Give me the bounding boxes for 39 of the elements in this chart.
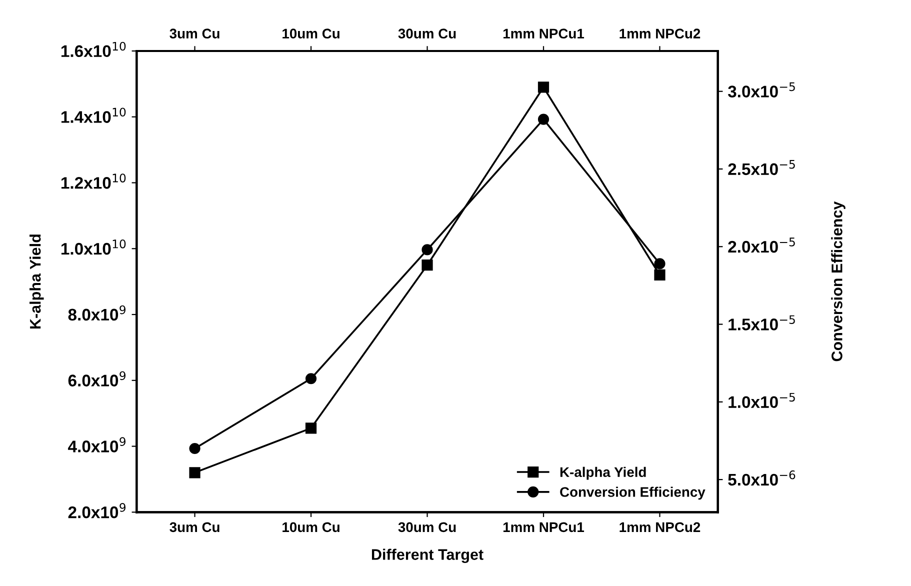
point: [654, 258, 666, 270]
point: [305, 373, 317, 384]
y-tick-label: 6.0x10$^{9}$: [68, 371, 126, 386]
point: [189, 442, 200, 454]
y-tick-label: 2.0x10$^{9}$: [68, 503, 126, 518]
y-tick-label: 8.0x10$^{9}$: [68, 305, 126, 321]
category-label: 1mm NPCu2: [620, 28, 700, 39]
y2-tick-label: 1.0x10$^{−5}$: [728, 392, 795, 408]
y2-tick-label: 3.0x10$^{−5}$: [728, 82, 795, 98]
category-label: 10um Cu: [282, 28, 340, 39]
y-tick-label: 4.0x10$^{9}$: [68, 437, 126, 452]
x-axis-title: Different Target: [372, 548, 484, 564]
category-label: 30um Cu: [398, 28, 456, 39]
y2-tick-label: 2.0x10$^{−5}$: [728, 238, 795, 253]
point: [422, 244, 433, 256]
y2-tick-label: 1.5x10$^{−5}$: [728, 315, 795, 330]
x-tick-label: 1mm NPCu2: [620, 522, 700, 532]
y2-tick-label: 5.0x10$^{−6}$: [728, 470, 796, 486]
y2-tick-label: 2.5x10$^{−5}$: [728, 160, 795, 176]
x-tick-label: 1mm NPCu1: [503, 522, 584, 532]
y-tick-label: 1.4x10$^{10}$: [61, 108, 126, 123]
y-tick-label: 1.0x10$^{10}$: [61, 240, 126, 255]
legend-label: Conversion Efficiency: [560, 486, 706, 500]
point: [538, 114, 550, 125]
point: [189, 467, 200, 478]
x-tick-label: 30um Cu: [398, 522, 456, 532]
legend-label: K-alpha Yield: [560, 466, 646, 480]
x-tick-label: 3um Cu: [170, 522, 220, 532]
y-tick-label: 1.6x10$^{10}$: [61, 42, 126, 58]
category-label: 1mm NPCu1: [503, 28, 584, 39]
point: [305, 422, 317, 434]
point: [422, 260, 433, 271]
category-label: 3um Cu: [170, 28, 220, 39]
point: [654, 269, 666, 281]
x-tick-label: 10um Cu: [282, 522, 340, 532]
y-tick-label: 1.2x10$^{10}$: [61, 174, 126, 189]
y2-axis-title: Conversion Efficiency: [831, 201, 846, 362]
point: [538, 82, 550, 93]
y-axis-title: K-alpha Yield: [30, 234, 44, 329]
